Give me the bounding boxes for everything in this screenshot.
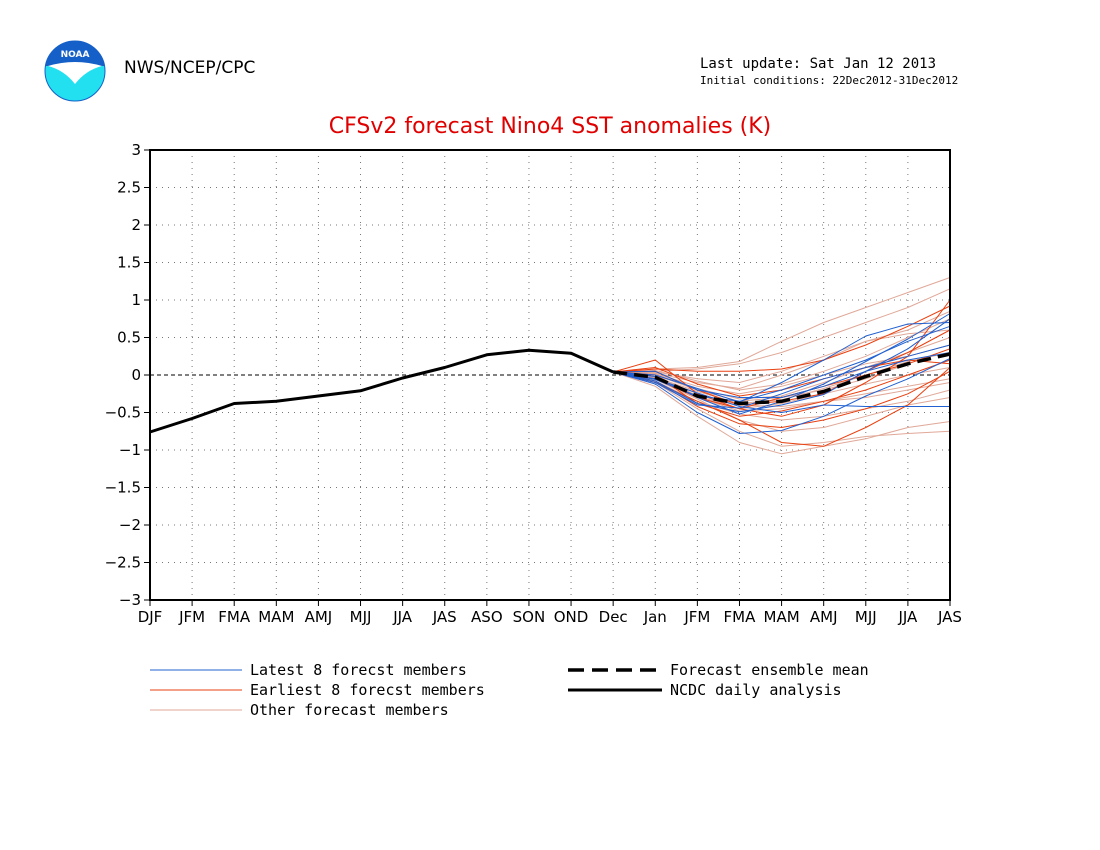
latest-member-line [613,358,951,434]
other-member-line [613,371,951,447]
other-member-line [613,371,951,421]
y-tick-label: 1 [131,291,141,309]
other-member-line [613,329,951,383]
x-tick-label: OND [554,608,589,626]
x-tick-label: AMJ [810,608,838,626]
x-tick-label: MJJ [855,608,877,626]
grid [150,150,950,600]
earliest-member-line [613,305,951,373]
x-tick-label: MAM [764,608,800,626]
latest-member-line [613,371,950,413]
x-tick-label: JJA [897,608,918,626]
x-tick-label: DJF [138,608,163,626]
x-tick-label: JAS [937,608,962,626]
y-tick-label: 0 [131,366,141,384]
other-member-line [613,288,951,373]
x-axis-ticks: DJF JFM FMA MAM AMJ MJJ JJA JAS ASO SON OND Dec Jan J… [138,600,962,626]
y-tick-label: 1.5 [117,254,141,272]
y-tick-label: 2.5 [117,179,141,197]
last-update: Last update: Sat Jan 12 2013 [700,56,937,72]
y-axis-ticks: 3 2.5 2 1.5 1 0.5 0 −0.5 −1 −1.5 −2 −2.5 −3 [105,141,150,609]
y-tick-label: 2 [131,216,141,234]
latest-member-line [613,322,951,403]
ensemble-mean-line [612,352,951,406]
other-member-line [613,371,951,455]
logo-text: NOAA [61,50,90,60]
x-tick-label: Jan [643,608,667,626]
x-tick-label: JAS [432,608,457,626]
x-tick-label: FMA [218,608,251,626]
legend-label-analysis: NCDC daily analysis [670,681,842,699]
x-tick-label: SON [513,608,546,626]
x-tick-label: FMA [724,608,757,626]
other-member-line [613,367,951,410]
y-tick-label: 0.5 [117,329,141,347]
chart-title: CFSv2 forecast Nino4 SST anomalies (K) [328,114,772,139]
x-tick-label: MAM [258,608,294,626]
latest-member-line [613,318,951,413]
legend-label-earliest: Earliest 8 forecst members [250,681,485,699]
y-tick-label: −2.5 [105,554,141,572]
ensemble-mean [612,352,951,406]
ncdc-analysis-line [149,348,614,434]
x-tick-label: JJA [392,608,413,626]
y-tick-label: −2 [119,516,141,534]
x-tick-label: Dec [599,608,628,626]
initial-conditions: Initial conditions: 22Dec2012-31Dec2012 [700,74,959,87]
x-tick-label: MJJ [350,608,372,626]
agency-label: NWS/NCEP/CPC [124,58,256,78]
legend-label-mean: Forecast ensemble mean [670,661,869,679]
legend: Latest 8 forecst members Earliest 8 forec… [150,661,869,719]
other-member-line [613,310,951,389]
legend-label-other: Other forecast members [250,701,449,719]
latest-member-line [613,325,951,402]
y-tick-label: −0.5 [105,404,141,422]
y-tick-label: −1 [119,441,141,459]
x-tick-label: ASO [471,608,503,626]
other-member-line [613,371,951,432]
latest-member-line [613,352,951,398]
x-tick-label: JFM [178,608,205,626]
ncdc-analysis [149,348,614,434]
legend-label-latest: Latest 8 forecst members [250,661,467,679]
other-member-line [613,277,951,373]
y-tick-label: −3 [119,591,141,609]
x-tick-label: AMJ [305,608,333,626]
latest-member-line [613,344,951,409]
noaa-logo: NOAA [44,40,106,102]
y-tick-label: −1.5 [105,479,141,497]
x-tick-label: JFM [683,608,710,626]
earliest-member-line [613,299,951,417]
y-tick-label: 3 [131,141,141,159]
